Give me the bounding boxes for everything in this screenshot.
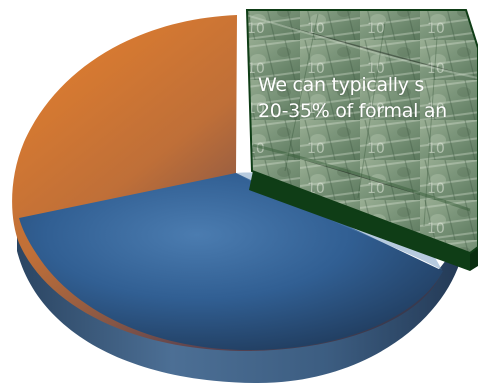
money-slice-edge (470, 247, 478, 271)
pie-slice-blue (19, 173, 443, 351)
caption-line-1: We can typically s (258, 74, 425, 96)
money-slice-side (249, 171, 470, 271)
pie-side-base (17, 226, 460, 384)
caption-line-2: 20-35% of formal an (258, 100, 447, 122)
money-caption: We can typically s 20-35% of formal an (258, 72, 478, 124)
money-slice-outline (245, 9, 478, 255)
